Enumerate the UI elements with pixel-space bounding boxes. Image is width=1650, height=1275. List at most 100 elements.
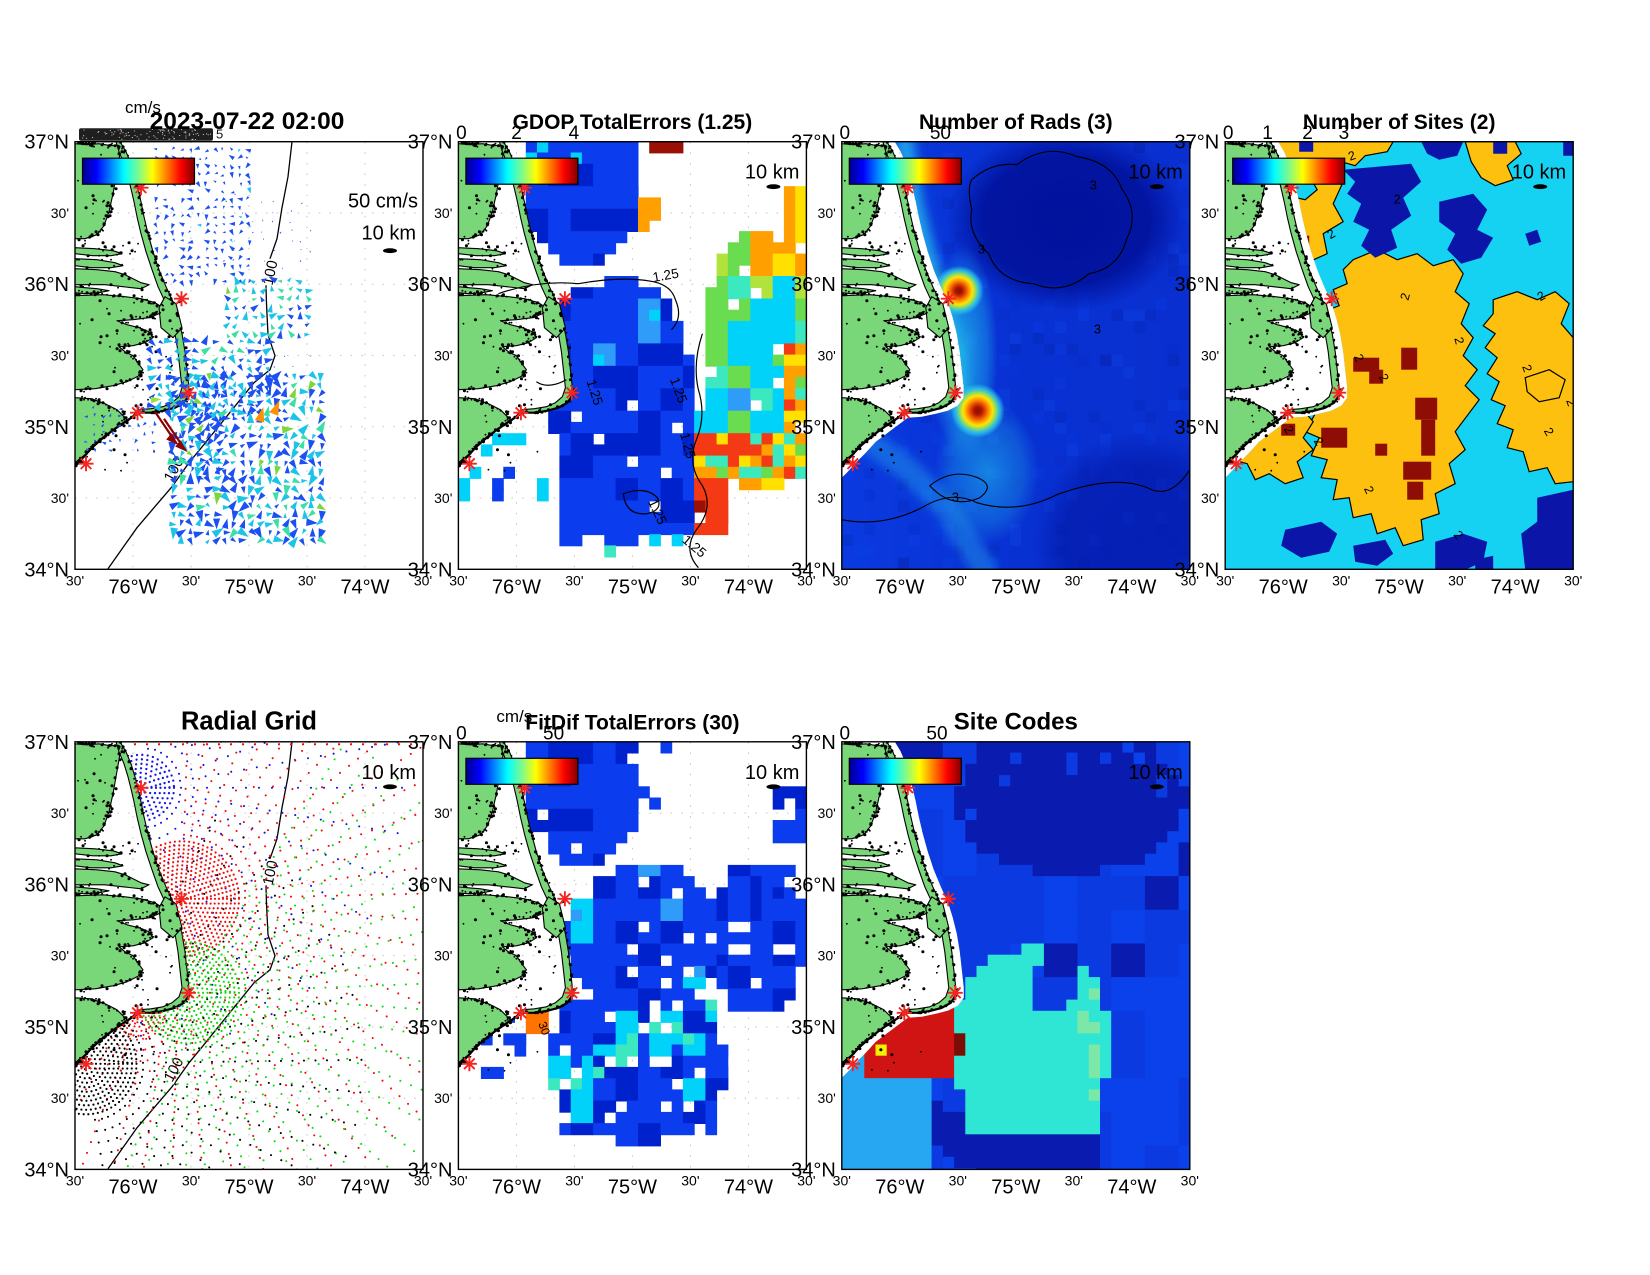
svg-text:75°W: 75°W xyxy=(991,1176,1040,1198)
svg-text:35°N: 35°N xyxy=(24,417,69,439)
svg-text:30': 30' xyxy=(833,572,851,588)
svg-text:30': 30' xyxy=(1332,572,1350,588)
svg-text:Site Codes: Site Codes xyxy=(954,708,1078,735)
svg-text:50 cm/s: 50 cm/s xyxy=(348,191,418,213)
svg-text:2: 2 xyxy=(511,123,522,144)
svg-text:74°W: 74°W xyxy=(724,576,773,598)
svg-text:30': 30' xyxy=(434,805,452,821)
svg-text:30': 30' xyxy=(414,572,432,588)
svg-text:37°N: 37°N xyxy=(24,132,69,154)
svg-text:30': 30' xyxy=(818,205,836,221)
svg-text:30': 30' xyxy=(51,205,69,221)
svg-text:37°N: 37°N xyxy=(24,732,69,754)
svg-text:37°N: 37°N xyxy=(791,732,836,754)
svg-text:1.25: 1.25 xyxy=(677,431,698,460)
svg-text:37°N: 37°N xyxy=(1175,132,1220,154)
svg-text:50: 50 xyxy=(543,723,564,744)
svg-text:30: 30 xyxy=(535,1020,553,1038)
svg-text:30': 30' xyxy=(797,572,815,588)
svg-text:30': 30' xyxy=(681,572,699,588)
svg-text:74°W: 74°W xyxy=(1107,1176,1156,1198)
svg-text:30': 30' xyxy=(298,572,316,588)
svg-text:30': 30' xyxy=(818,805,836,821)
svg-text:36°N: 36°N xyxy=(1175,274,1220,296)
svg-text:Number of Sites (2): Number of Sites (2) xyxy=(1303,111,1496,134)
svg-text:2: 2 xyxy=(1394,193,1401,207)
svg-text:10 km: 10 km xyxy=(745,162,799,184)
svg-text:30': 30' xyxy=(1201,348,1219,364)
svg-text:3: 3 xyxy=(1090,178,1097,193)
svg-text:30': 30' xyxy=(1181,572,1199,588)
svg-text:74°W: 74°W xyxy=(1491,576,1540,598)
svg-text:30': 30' xyxy=(449,572,467,588)
svg-text:30': 30' xyxy=(66,1172,84,1188)
svg-text:30': 30' xyxy=(51,948,69,964)
svg-text:30': 30' xyxy=(51,1090,69,1106)
svg-text:34°N: 34°N xyxy=(408,559,453,581)
svg-text:30': 30' xyxy=(949,1172,967,1188)
svg-text:36°N: 36°N xyxy=(408,274,453,296)
svg-text:30': 30' xyxy=(449,1172,467,1188)
svg-text:30': 30' xyxy=(1448,572,1466,588)
svg-text:76°W: 76°W xyxy=(1259,576,1308,598)
svg-text:2: 2 xyxy=(1346,148,1357,164)
svg-text:35°N: 35°N xyxy=(791,1017,836,1039)
svg-text:75°W: 75°W xyxy=(224,1176,273,1198)
svg-text:35°N: 35°N xyxy=(791,417,836,439)
svg-text:34°N: 34°N xyxy=(1175,559,1220,581)
svg-text:36°N: 36°N xyxy=(24,274,69,296)
svg-text:76°W: 76°W xyxy=(492,576,541,598)
svg-text:10 km: 10 km xyxy=(362,223,416,245)
svg-text:30': 30' xyxy=(1201,490,1219,506)
svg-text:2: 2 xyxy=(1519,363,1535,374)
svg-text:35°N: 35°N xyxy=(408,417,453,439)
svg-text:37°N: 37°N xyxy=(791,132,836,154)
svg-text:5: 5 xyxy=(216,127,223,142)
svg-text:0: 0 xyxy=(1223,123,1234,144)
svg-text:30': 30' xyxy=(51,805,69,821)
svg-text:2: 2 xyxy=(1398,291,1413,301)
svg-text:10 km: 10 km xyxy=(1128,162,1182,184)
svg-text:0: 0 xyxy=(840,723,851,744)
svg-text:30': 30' xyxy=(182,1172,200,1188)
svg-text:30': 30' xyxy=(434,348,452,364)
svg-text:30': 30' xyxy=(51,348,69,364)
svg-text:0: 0 xyxy=(840,123,851,144)
svg-text:2023-07-22 02:00: 2023-07-22 02:00 xyxy=(150,108,345,135)
svg-text:34°N: 34°N xyxy=(791,1159,836,1181)
svg-text:3: 3 xyxy=(1339,123,1350,144)
svg-text:30': 30' xyxy=(797,1172,815,1188)
svg-text:30': 30' xyxy=(434,948,452,964)
svg-text:35°N: 35°N xyxy=(408,1017,453,1039)
svg-text:30': 30' xyxy=(818,348,836,364)
svg-text:34°N: 34°N xyxy=(24,1159,69,1181)
svg-text:3: 3 xyxy=(952,490,959,505)
svg-text:0: 0 xyxy=(456,123,467,144)
svg-text:75°W: 75°W xyxy=(608,576,657,598)
svg-text:30': 30' xyxy=(818,948,836,964)
svg-text:30': 30' xyxy=(1181,1172,1199,1188)
svg-text:30': 30' xyxy=(1065,1172,1083,1188)
svg-text:10 km: 10 km xyxy=(362,762,416,784)
svg-text:30': 30' xyxy=(414,1172,432,1188)
svg-text:36°N: 36°N xyxy=(24,874,69,896)
svg-text:75°W: 75°W xyxy=(608,1176,657,1198)
svg-text:10 km: 10 km xyxy=(1512,162,1566,184)
svg-text:30': 30' xyxy=(818,1090,836,1106)
svg-text:30': 30' xyxy=(434,205,452,221)
svg-text:37°N: 37°N xyxy=(408,732,453,754)
svg-text:10 km: 10 km xyxy=(1128,762,1182,784)
svg-text:36°N: 36°N xyxy=(408,874,453,896)
svg-text:10 km: 10 km xyxy=(745,762,799,784)
svg-text:50: 50 xyxy=(926,723,947,744)
svg-text:36°N: 36°N xyxy=(791,874,836,896)
svg-text:35°N: 35°N xyxy=(24,1017,69,1039)
svg-text:30': 30' xyxy=(681,1172,699,1188)
svg-text:76°W: 76°W xyxy=(875,576,924,598)
svg-text:74°W: 74°W xyxy=(1107,576,1156,598)
svg-text:34°N: 34°N xyxy=(408,1159,453,1181)
svg-text:3: 3 xyxy=(1094,322,1101,337)
svg-text:Radial Grid: Radial Grid xyxy=(181,707,317,735)
svg-text:30': 30' xyxy=(565,572,583,588)
svg-text:cm/s: cm/s xyxy=(125,98,161,117)
